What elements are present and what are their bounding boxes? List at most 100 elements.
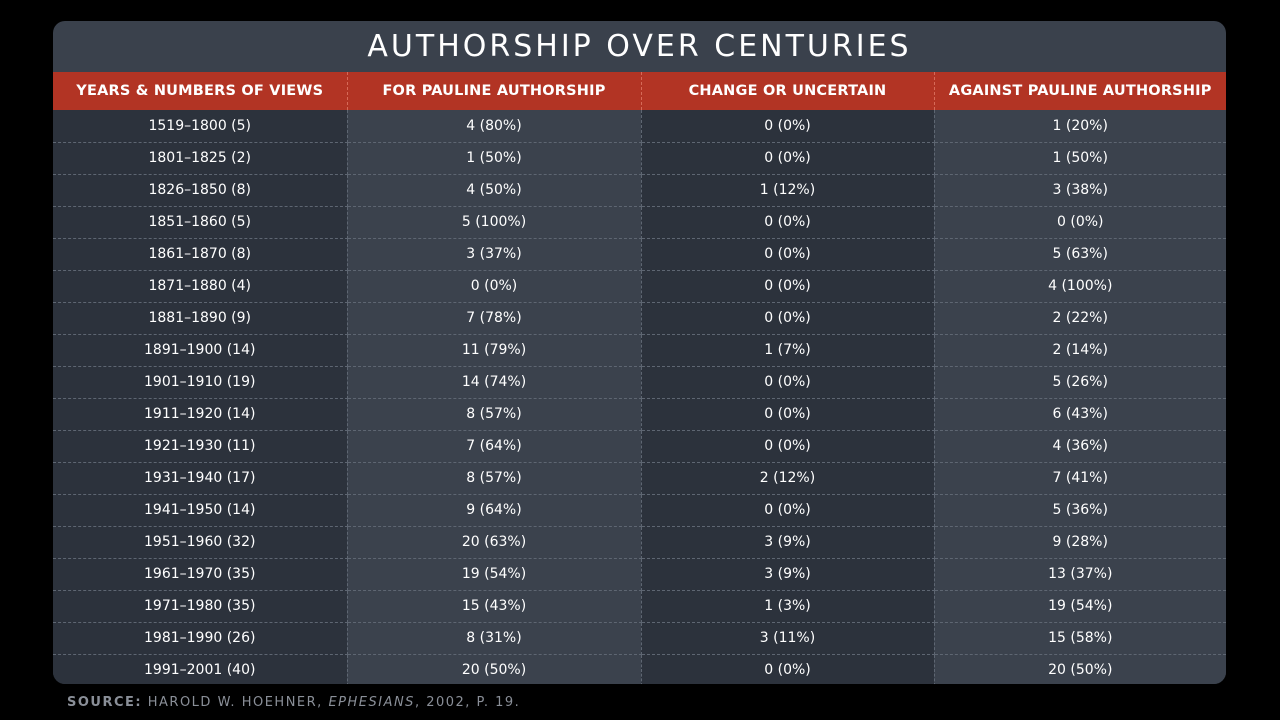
cell-against: 2 (22%) [934,302,1226,335]
cell-years: 1801–1825 (2) [53,142,348,175]
cell-against: 1 (20%) [934,110,1226,143]
cell-years: 1826–1850 (8) [53,174,348,207]
cell-years: 1931–1940 (17) [53,462,348,495]
cell-for: 15 (43%) [347,590,642,623]
cell-years: 1881–1890 (9) [53,302,348,335]
cell-uncertain: 3 (11%) [641,622,935,655]
header-uncertain: CHANGE OR UNCERTAIN [641,72,935,110]
cell-uncertain: 3 (9%) [641,558,935,591]
cell-for: 7 (64%) [347,430,642,463]
cell-against: 7 (41%) [934,462,1226,495]
cell-uncertain: 0 (0%) [641,398,935,431]
cell-for: 3 (37%) [347,238,642,271]
cell-years: 1911–1920 (14) [53,398,348,431]
source-book: EPHESIANS [328,695,415,710]
cell-years: 1941–1950 (14) [53,494,348,527]
cell-years: 1519–1800 (5) [53,110,348,143]
table-row: 1971–1980 (35) 15 (43%) 1 (3%) 19 (54%) [53,590,1226,623]
table-row: 1826–1850 (8) 4 (50%) 1 (12%) 3 (38%) [53,174,1226,207]
cell-for: 0 (0%) [347,270,642,303]
cell-uncertain: 0 (0%) [641,494,935,527]
cell-against: 1 (50%) [934,142,1226,175]
cell-years: 1961–1970 (35) [53,558,348,591]
cell-years: 1851–1860 (5) [53,206,348,239]
cell-uncertain: 0 (0%) [641,238,935,271]
source-author: HAROLD W. HOEHNER, [147,695,323,710]
table-row: 1911–1920 (14) 8 (57%) 0 (0%) 6 (43%) [53,398,1226,431]
table-row: 1881–1890 (9) 7 (78%) 0 (0%) 2 (22%) [53,302,1226,335]
table-row: 1941–1950 (14) 9 (64%) 0 (0%) 5 (36%) [53,494,1226,527]
cell-for: 8 (31%) [347,622,642,655]
source-citation: SOURCE: HAROLD W. HOEHNER, EPHESIANS, 20… [67,695,520,710]
cell-uncertain: 0 (0%) [641,302,935,335]
cell-for: 7 (78%) [347,302,642,335]
cell-against: 2 (14%) [934,334,1226,367]
cell-against: 5 (63%) [934,238,1226,271]
table-row: 1891–1900 (14) 11 (79%) 1 (7%) 2 (14%) [53,334,1226,367]
table-row: 1921–1930 (11) 7 (64%) 0 (0%) 4 (36%) [53,430,1226,463]
cell-uncertain: 0 (0%) [641,110,935,143]
cell-years: 1981–1990 (26) [53,622,348,655]
cell-against: 5 (36%) [934,494,1226,527]
cell-for: 19 (54%) [347,558,642,591]
table-row: 1861–1870 (8) 3 (37%) 0 (0%) 5 (63%) [53,238,1226,271]
cell-uncertain: 0 (0%) [641,270,935,303]
cell-uncertain: 1 (12%) [641,174,935,207]
cell-years: 1951–1960 (32) [53,526,348,559]
cell-against: 15 (58%) [934,622,1226,655]
source-details: , 2002, P. 19. [414,695,521,710]
header-against: AGAINST PAULINE AUTHORSHIP [934,72,1226,110]
cell-years: 1891–1900 (14) [53,334,348,367]
cell-against: 20 (50%) [934,654,1226,684]
cell-against: 9 (28%) [934,526,1226,559]
cell-against: 3 (38%) [934,174,1226,207]
authorship-table: YEARS & NUMBERS OF VIEWS FOR PAULINE AUT… [53,72,1226,684]
cell-for: 11 (79%) [347,334,642,367]
table-row: 1901–1910 (19) 14 (74%) 0 (0%) 5 (26%) [53,366,1226,399]
cell-against: 4 (36%) [934,430,1226,463]
cell-uncertain: 0 (0%) [641,654,935,684]
page-title: AUTHORSHIP OVER CENTURIES [367,29,912,64]
table-card: AUTHORSHIP OVER CENTURIES YEARS & NUMBER… [53,21,1226,684]
cell-against: 6 (43%) [934,398,1226,431]
table-row: 1931–1940 (17) 8 (57%) 2 (12%) 7 (41%) [53,462,1226,495]
cell-against: 0 (0%) [934,206,1226,239]
cell-for: 5 (100%) [347,206,642,239]
cell-against: 13 (37%) [934,558,1226,591]
cell-uncertain: 3 (9%) [641,526,935,559]
table-row: 1801–1825 (2) 1 (50%) 0 (0%) 1 (50%) [53,142,1226,175]
source-label: SOURCE: [67,695,143,710]
cell-years: 1901–1910 (19) [53,366,348,399]
cell-uncertain: 0 (0%) [641,430,935,463]
cell-for: 4 (50%) [347,174,642,207]
table-row: 1951–1960 (32) 20 (63%) 3 (9%) 9 (28%) [53,526,1226,559]
table-row: 1991–2001 (40) 20 (50%) 0 (0%) 20 (50%) [53,654,1226,684]
table-row: 1871–1880 (4) 0 (0%) 0 (0%) 4 (100%) [53,270,1226,303]
table-body: 1519–1800 (5) 4 (80%) 0 (0%) 1 (20%) 1801–18… [53,110,1226,684]
cell-for: 1 (50%) [347,142,642,175]
table-row: 1519–1800 (5) 4 (80%) 0 (0%) 1 (20%) [53,110,1226,143]
cell-uncertain: 0 (0%) [641,142,935,175]
cell-for: 4 (80%) [347,110,642,143]
cell-years: 1921–1930 (11) [53,430,348,463]
cell-for: 9 (64%) [347,494,642,527]
cell-uncertain: 0 (0%) [641,206,935,239]
table-header: YEARS & NUMBERS OF VIEWS FOR PAULINE AUT… [53,72,1226,110]
header-for: FOR PAULINE AUTHORSHIP [347,72,642,110]
cell-for: 8 (57%) [347,398,642,431]
cell-uncertain: 1 (3%) [641,590,935,623]
cell-for: 20 (63%) [347,526,642,559]
cell-against: 4 (100%) [934,270,1226,303]
cell-against: 19 (54%) [934,590,1226,623]
cell-uncertain: 0 (0%) [641,366,935,399]
table-row: 1981–1990 (26) 8 (31%) 3 (11%) 15 (58%) [53,622,1226,655]
cell-uncertain: 2 (12%) [641,462,935,495]
cell-for: 14 (74%) [347,366,642,399]
cell-years: 1971–1980 (35) [53,590,348,623]
cell-years: 1871–1880 (4) [53,270,348,303]
cell-years: 1861–1870 (8) [53,238,348,271]
cell-for: 20 (50%) [347,654,642,684]
table-row: 1961–1970 (35) 19 (54%) 3 (9%) 13 (37%) [53,558,1226,591]
table-row: 1851–1860 (5) 5 (100%) 0 (0%) 0 (0%) [53,206,1226,239]
cell-against: 5 (26%) [934,366,1226,399]
